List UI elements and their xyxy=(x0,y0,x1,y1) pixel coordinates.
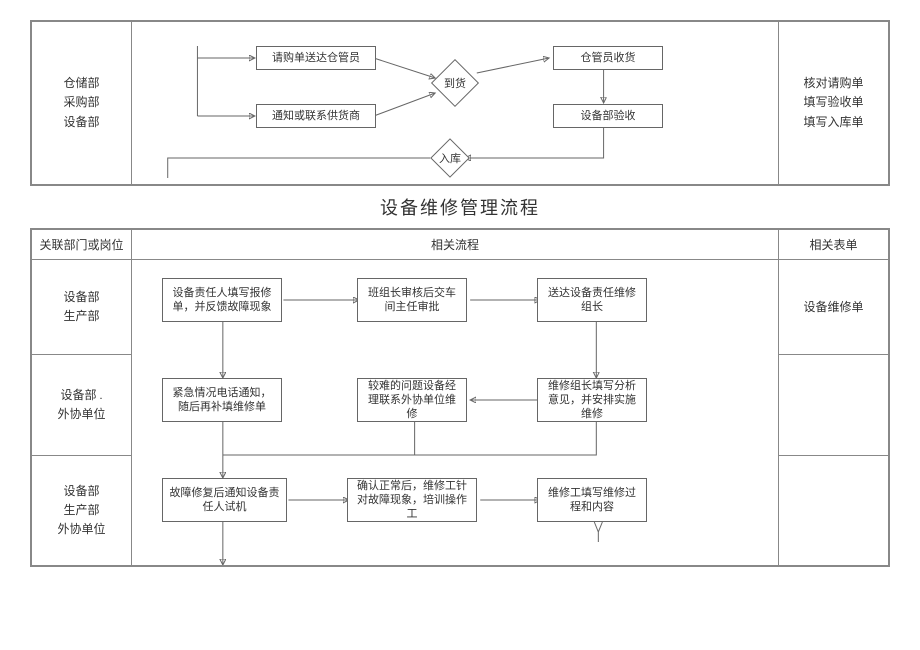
diamond-arrival: 到货 xyxy=(431,59,479,107)
dept-line: 采购部 xyxy=(38,93,125,112)
dept-line: 设备部 xyxy=(38,113,125,132)
box-label: 送达设备责任维修组长 xyxy=(544,286,640,315)
box-send-order: 请购单送达仓管员 xyxy=(256,46,376,70)
r3-right xyxy=(779,455,889,565)
maintenance-table: 关联部门或岗位 相关流程 相关表单 设备部 生产部 xyxy=(31,229,889,566)
box-a2: 班组长审核后交车间主任审批 xyxy=(357,278,467,322)
box-label: 通知或联系供货商 xyxy=(272,109,360,123)
dept-line: 生产部 xyxy=(38,307,125,326)
box-label: 较难的问题设备经理联系外协单位维修 xyxy=(364,379,460,422)
section-purchase-flow: 仓储部 采购部 设备部 xyxy=(30,20,890,186)
diamond-label: 入库 xyxy=(439,150,461,166)
dept-line: 设备部 xyxy=(38,482,125,501)
box-label: 设备部验收 xyxy=(581,109,636,123)
box-a1: 设备责任人填写报修单，并反馈故障现象 xyxy=(162,278,282,322)
purchase-table: 仓储部 采购部 设备部 xyxy=(31,21,889,185)
hdr-mid: 相关流程 xyxy=(132,230,779,260)
r1-left: 设备部 生产部 xyxy=(32,260,132,355)
box-label: 请购单送达仓管员 xyxy=(272,51,360,65)
dept-line: 生产部 xyxy=(38,501,125,520)
form-line: 核对请购单 xyxy=(785,74,882,93)
box-label: 故障修复后通知设备责任人试机 xyxy=(169,486,280,515)
r2-right xyxy=(779,355,889,455)
dept-line: 外协单位 xyxy=(38,405,125,424)
dept-line: 仓储部 xyxy=(38,74,125,93)
dept-line: 设备部 . xyxy=(38,386,125,405)
box-label: 确认正常后，维修工针对故障现象，培训操作工 xyxy=(354,479,470,522)
box-label: 维修组长填写分析意见，并安排实施维修 xyxy=(544,379,640,422)
r2-left: 设备部 . 外协单位 xyxy=(32,355,132,455)
box-notify-supplier: 通知或联系供货商 xyxy=(256,104,376,128)
hdr-right: 相关表单 xyxy=(779,230,889,260)
box-label: 紧急情况电话通知，随后再补填维修单 xyxy=(169,386,275,415)
dept-line: 外协单位 xyxy=(38,520,125,539)
form-line: 填写验收单 xyxy=(785,93,882,112)
diamond-label: 到货 xyxy=(444,75,466,91)
purchase-flow-area: 请购单送达仓管员 通知或联系供货商 到货 仓管员收货 设备部验收 入库 xyxy=(132,22,779,185)
box-c2: 确认正常后，维修工针对故障现象，培训操作工 xyxy=(347,478,477,522)
r3-left: 设备部 生产部 外协单位 xyxy=(32,455,132,565)
box-label: 设备责任人填写报修单，并反馈故障现象 xyxy=(169,286,275,315)
main-title: 设备维修管理流程 xyxy=(30,194,890,220)
diamond-stock-in: 入库 xyxy=(430,138,470,178)
form-line: 填写入库单 xyxy=(785,113,882,132)
box-inspect: 设备部验收 xyxy=(553,104,663,128)
box-label: 班组长审核后交车间主任审批 xyxy=(364,286,460,315)
box-label: 维修工填写维修过程和内容 xyxy=(544,486,640,515)
r1-right: 设备维修单 xyxy=(779,260,889,355)
box-c1: 故障修复后通知设备责任人试机 xyxy=(162,478,287,522)
hdr-left: 关联部门或岗位 xyxy=(32,230,132,260)
maintenance-flow-area: 设备责任人填写报修单，并反馈故障现象 班组长审核后交车间主任审批 送达设备责任维… xyxy=(132,260,779,566)
form-line: 设备维修单 xyxy=(785,298,882,317)
box-a3: 送达设备责任维修组长 xyxy=(537,278,647,322)
purchase-right-col: 核对请购单 填写验收单 填写入库单 xyxy=(779,22,889,185)
box-c3: 维修工填写维修过程和内容 xyxy=(537,478,647,522)
box-b2: 较难的问题设备经理联系外协单位维修 xyxy=(357,378,467,422)
purchase-left-col: 仓储部 采购部 设备部 xyxy=(32,22,132,185)
box-b3: 维修组长填写分析意见，并安排实施维修 xyxy=(537,378,647,422)
box-receive: 仓管员收货 xyxy=(553,46,663,70)
dept-line: 设备部 xyxy=(38,288,125,307)
box-b1: 紧急情况电话通知，随后再补填维修单 xyxy=(162,378,282,422)
box-label: 仓管员收货 xyxy=(581,51,636,65)
section-maintenance-flow: 关联部门或岗位 相关流程 相关表单 设备部 生产部 xyxy=(30,228,890,567)
